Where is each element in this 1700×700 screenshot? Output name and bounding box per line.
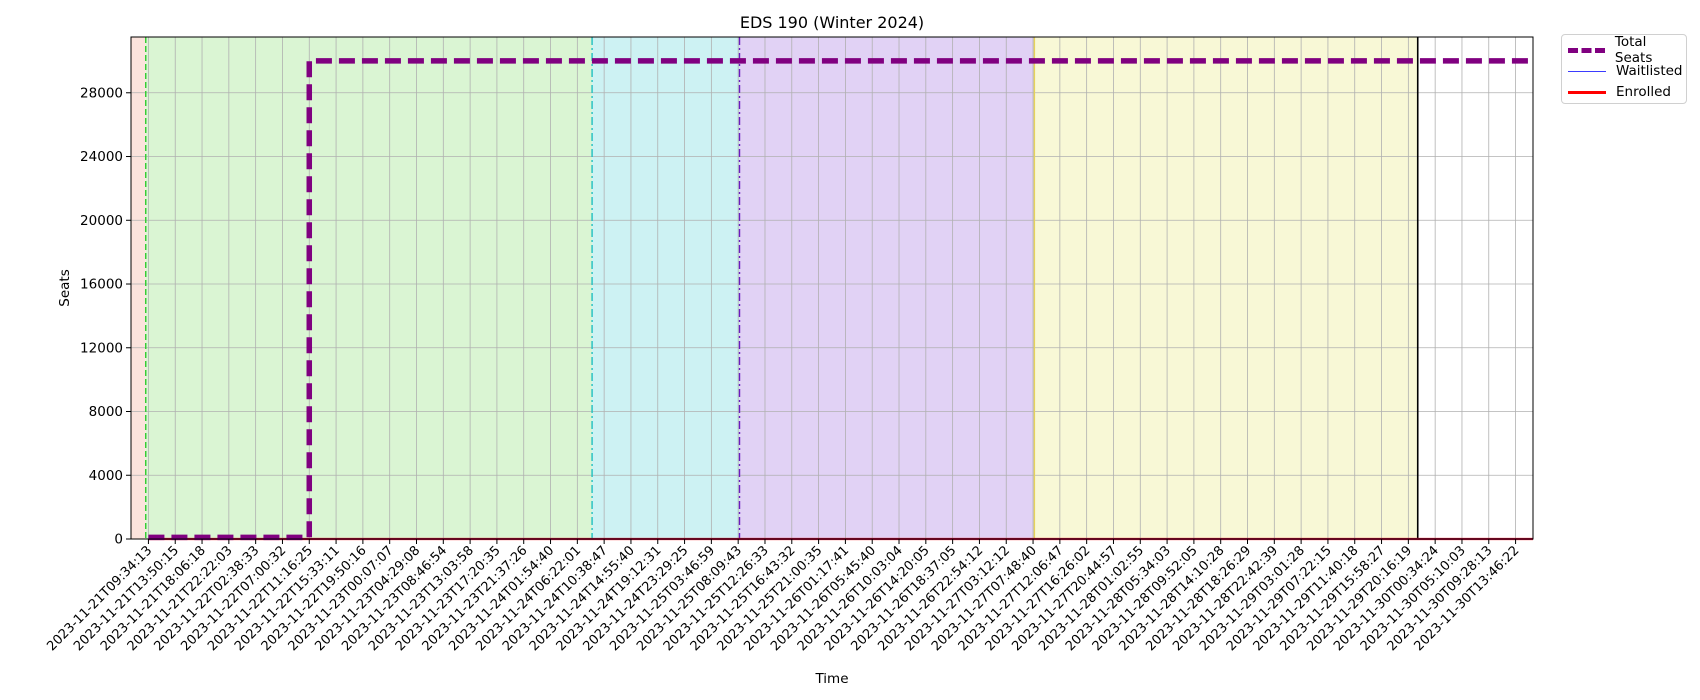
- phase-band-2: [592, 37, 740, 539]
- y-tick-label: 20000: [80, 213, 123, 229]
- series-line-total-seats: [148, 58, 1533, 541]
- legend-swatch-waitlisted: [1568, 70, 1606, 72]
- y-tick-label: 24000: [80, 149, 123, 165]
- plot-frame: [130, 36, 1534, 540]
- legend-label-enrolled: Enrolled: [1616, 84, 1671, 100]
- legend-item-total-seats: Total Seats: [1568, 34, 1686, 66]
- phase-band-0: [131, 37, 146, 539]
- y-tick-label: 0: [114, 532, 123, 548]
- phase-band-4: [1034, 37, 1418, 539]
- phase-band-1: [145, 37, 593, 539]
- y-tick-label: 16000: [80, 277, 123, 293]
- legend-swatch-enrolled: [1568, 90, 1606, 94]
- y-tick-label: 12000: [80, 340, 123, 356]
- legend-swatch-total-seats: [1568, 47, 1605, 53]
- phase-band-5: [1417, 37, 1516, 539]
- legend: Total Seats Waitlisted Enrolled: [1561, 34, 1687, 104]
- y-tick-label: 4000: [89, 468, 123, 484]
- chart-title: EDS 190 (Winter 2024): [740, 13, 924, 32]
- legend-item-enrolled: Enrolled: [1568, 83, 1671, 101]
- legend-item-waitlisted: Waitlisted: [1568, 62, 1683, 80]
- y-tick-label: 8000: [89, 404, 123, 420]
- phase-band-3: [739, 37, 1035, 539]
- legend-label-total-seats: Total Seats: [1614, 34, 1653, 66]
- y-axis-label: Seats: [57, 269, 73, 306]
- y-tick-label: 28000: [80, 85, 123, 101]
- legend-label-waitlisted: Waitlisted: [1616, 63, 1683, 79]
- x-axis-label: Time: [814, 671, 848, 687]
